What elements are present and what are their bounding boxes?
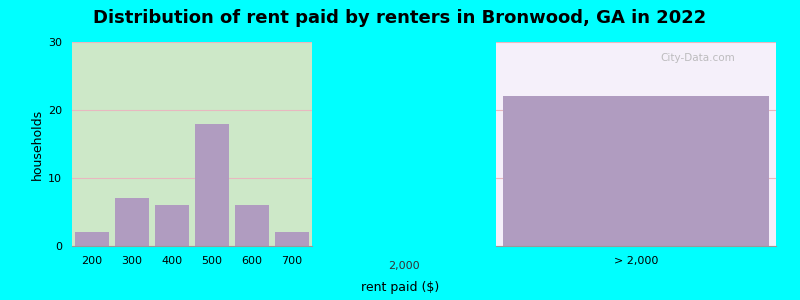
Bar — [155, 205, 189, 246]
Bar — [115, 198, 149, 246]
Bar — [503, 96, 769, 246]
Bar — [235, 205, 269, 246]
Text: City-Data.com: City-Data.com — [660, 53, 735, 63]
Bar — [195, 124, 229, 246]
Text: 2,000: 2,000 — [388, 261, 420, 271]
Y-axis label: households: households — [31, 108, 44, 180]
Text: rent paid ($): rent paid ($) — [361, 281, 439, 294]
Bar — [75, 232, 109, 246]
Text: Distribution of rent paid by renters in Bronwood, GA in 2022: Distribution of rent paid by renters in … — [94, 9, 706, 27]
Bar — [275, 232, 309, 246]
